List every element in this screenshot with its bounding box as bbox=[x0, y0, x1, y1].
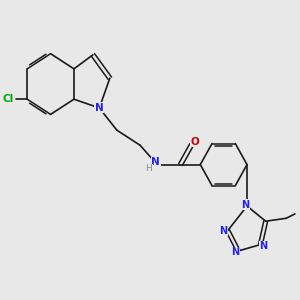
Text: N: N bbox=[151, 157, 160, 167]
Text: Cl: Cl bbox=[3, 94, 14, 104]
Text: H: H bbox=[146, 164, 152, 173]
Text: N: N bbox=[231, 248, 239, 257]
Text: N: N bbox=[95, 103, 104, 113]
Text: N: N bbox=[259, 241, 267, 251]
Text: O: O bbox=[190, 137, 199, 147]
Text: N: N bbox=[219, 226, 227, 236]
Text: N: N bbox=[242, 200, 250, 210]
